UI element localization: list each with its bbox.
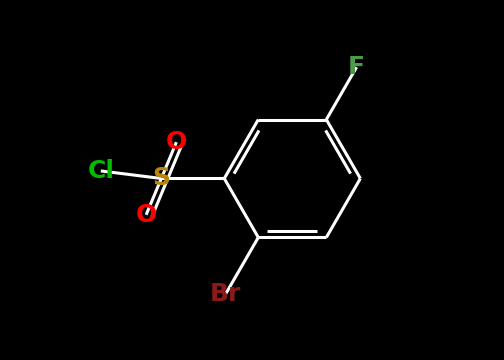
Text: O: O xyxy=(136,203,157,227)
Text: Cl: Cl xyxy=(87,159,114,183)
Text: S: S xyxy=(152,166,170,190)
Text: F: F xyxy=(348,55,365,79)
Text: Br: Br xyxy=(210,282,241,306)
Text: O: O xyxy=(166,130,187,154)
